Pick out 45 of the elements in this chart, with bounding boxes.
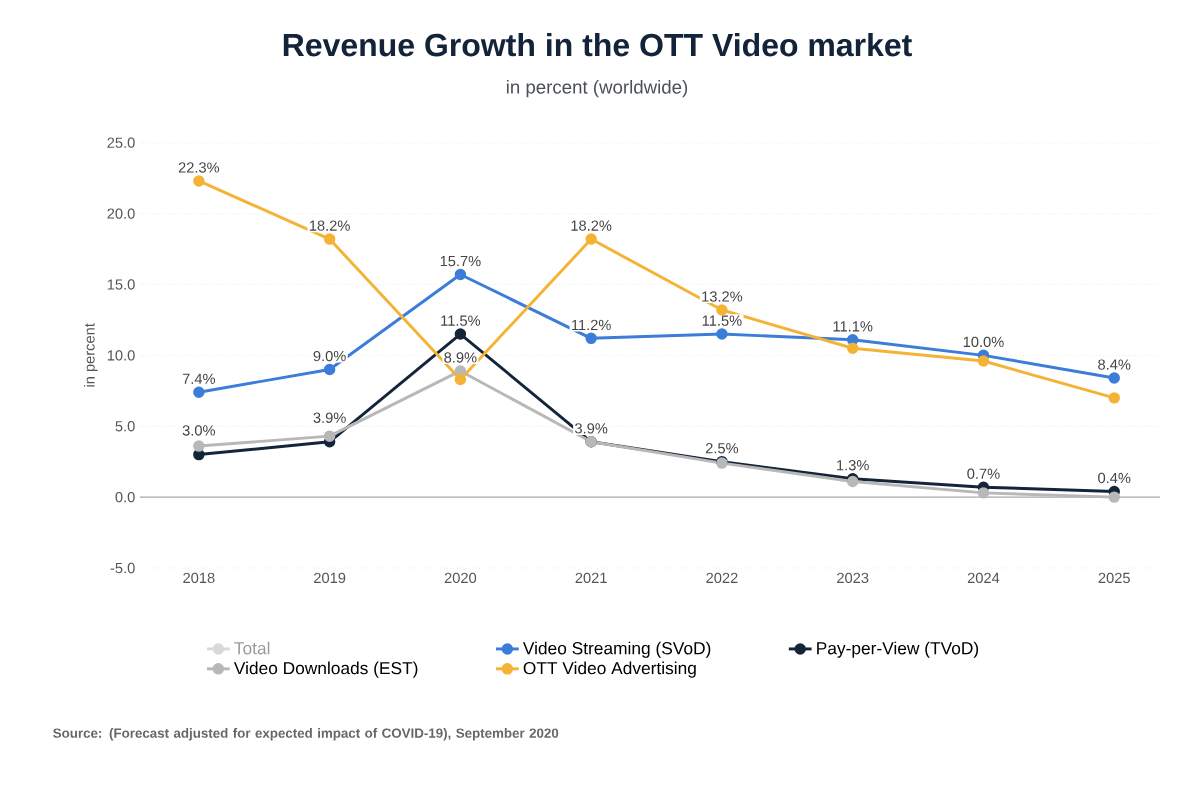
data-label: 3.9% bbox=[575, 423, 608, 434]
data-label: 9.0% bbox=[313, 350, 346, 362]
data-label: 3.9% bbox=[313, 412, 346, 423]
x-tick-label: 2018 bbox=[183, 572, 215, 584]
data-label: 1.3% bbox=[837, 460, 869, 471]
x-tick-label: 2024 bbox=[967, 572, 1000, 584]
data-label: 18.2% bbox=[571, 220, 612, 231]
y-axis-title: in percent bbox=[83, 323, 98, 387]
data-label: 15.7% bbox=[440, 255, 481, 267]
x-tick-label: 2020 bbox=[444, 572, 477, 584]
data-label: 11.2% bbox=[572, 319, 611, 331]
legend-label: OTT Video Advertising bbox=[523, 661, 696, 678]
legend-label: Video Streaming (SVoD) bbox=[522, 641, 711, 658]
x-tick-label: 2019 bbox=[314, 572, 346, 584]
x-tick-label: 2022 bbox=[706, 572, 738, 584]
data-label: 11.5% bbox=[441, 315, 481, 326]
y-tick-label: 10.0 bbox=[107, 350, 135, 361]
legend-label: Video Downloads (EST) bbox=[233, 661, 418, 678]
y-tick-label: -5.0 bbox=[110, 562, 135, 574]
source-note: Source: (Forecast adjusted for expected impact of COVID-19), September 2020 bbox=[53, 728, 559, 741]
data-label: 8.9% bbox=[444, 352, 477, 363]
data-label: 0.4% bbox=[1098, 472, 1131, 484]
data-label: 11.1% bbox=[833, 321, 873, 332]
legend-label: Pay-per-View (TVoD) bbox=[817, 641, 979, 658]
chart-title: Revenue Growth in the OTT Video market bbox=[283, 32, 912, 57]
legend-label: Total bbox=[234, 641, 270, 655]
data-label: 10.0% bbox=[963, 336, 1004, 348]
y-tick-label: 5.0 bbox=[115, 421, 135, 432]
y-tick-label: 15.0 bbox=[107, 279, 135, 290]
data-label: 8.4% bbox=[1098, 359, 1131, 370]
data-label: 22.3% bbox=[178, 162, 220, 173]
y-tick-label: 0.0 bbox=[115, 491, 135, 503]
data-label: 13.2% bbox=[702, 291, 743, 302]
data-label: 7.4% bbox=[182, 373, 216, 384]
y-tick-label: 25.0 bbox=[107, 137, 135, 148]
chart-subtitle: in percent (worldwide) bbox=[506, 79, 688, 98]
y-tick-label: 20.0 bbox=[107, 208, 135, 219]
x-tick-label: 2025 bbox=[1098, 572, 1130, 584]
data-label: 2.5% bbox=[705, 443, 739, 454]
x-tick-label: 2023 bbox=[837, 572, 869, 584]
data-label: 0.7% bbox=[967, 468, 1000, 479]
data-label: 11.5% bbox=[702, 315, 742, 326]
data-label: 18.2% bbox=[309, 220, 350, 231]
data-label: 3.0% bbox=[182, 425, 216, 436]
x-tick-label: 2021 bbox=[575, 572, 607, 584]
